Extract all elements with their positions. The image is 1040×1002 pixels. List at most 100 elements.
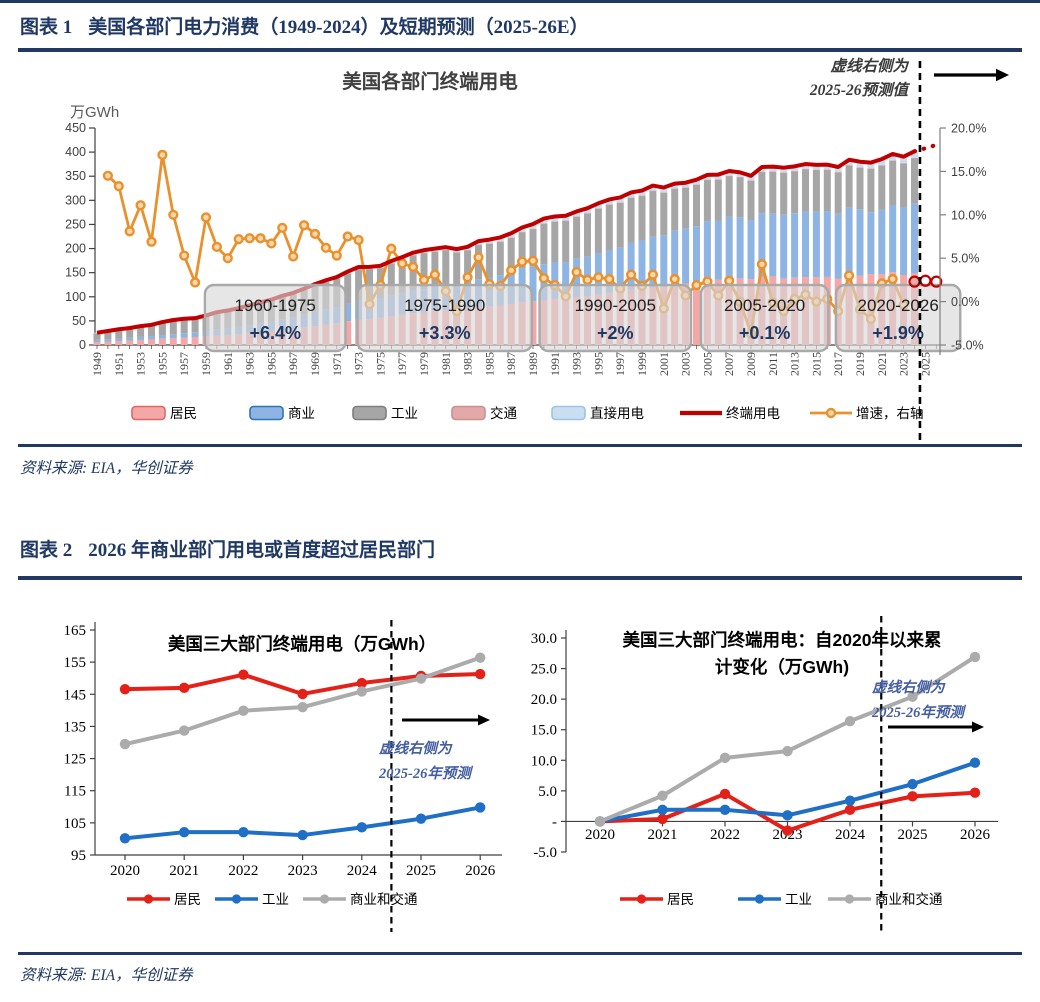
figure2-bottom-rule: [18, 952, 1022, 955]
svg-text:2026: 2026: [465, 863, 496, 879]
svg-text:商业: 商业: [288, 406, 315, 421]
svg-text:2007: 2007: [722, 352, 736, 376]
svg-text:0: 0: [79, 338, 86, 352]
svg-text:2013: 2013: [788, 352, 802, 376]
svg-text:115: 115: [64, 784, 86, 800]
svg-text:1981: 1981: [439, 352, 453, 376]
fig1-period-boxes: 1960-1975 +6.4% 1975-1990 +3.3% 1990-2005 +2%…: [203, 283, 962, 353]
svg-text:1957: 1957: [177, 352, 191, 376]
svg-text:1967: 1967: [286, 352, 300, 376]
svg-text:2017: 2017: [831, 352, 845, 376]
svg-text:20.0: 20.0: [531, 692, 557, 708]
svg-text:增速，右轴: 增速，右轴: [856, 406, 924, 421]
svg-text:350: 350: [65, 169, 86, 183]
svg-text:50: 50: [72, 314, 86, 328]
fig1-total-forecast-dots: [912, 142, 939, 154]
svg-text:95: 95: [71, 848, 86, 864]
svg-text:1997: 1997: [613, 352, 627, 376]
svg-text:15.0: 15.0: [531, 723, 557, 739]
svg-text:1949: 1949: [90, 352, 104, 376]
legend-swatch-交通: [451, 405, 486, 421]
svg-text:商业和交通: 商业和交通: [875, 891, 943, 907]
svg-text:250: 250: [65, 217, 86, 231]
fig1-forecast-note: 虚线右侧为 2025-26预测值: [809, 57, 911, 99]
svg-text:165: 165: [64, 623, 87, 639]
svg-text:2025: 2025: [918, 352, 932, 376]
svg-text:+2%: +2%: [597, 323, 634, 343]
svg-text:105: 105: [64, 816, 87, 832]
svg-text:1991: 1991: [548, 352, 562, 376]
svg-text:2023: 2023: [897, 352, 911, 376]
svg-text:300: 300: [65, 193, 86, 207]
svg-text:2001: 2001: [657, 352, 671, 376]
svg-text:+3.3%: +3.3%: [419, 323, 471, 343]
svg-text:交通: 交通: [490, 405, 518, 421]
svg-text:1969: 1969: [308, 352, 322, 376]
svg-text:2020: 2020: [110, 863, 140, 879]
svg-text:1999: 1999: [635, 352, 649, 376]
svg-text:2015: 2015: [809, 352, 823, 376]
svg-text:1985: 1985: [482, 352, 496, 376]
svg-text:1951: 1951: [112, 352, 126, 376]
svg-text:1960-1975: 1960-1975: [235, 296, 316, 315]
legend-swatch-工业: [352, 405, 387, 421]
svg-text:125: 125: [64, 752, 87, 768]
svg2b-axis-labels: 30.0 25.0 20.0 15.0 10.0 5.0 - -5.0 2020 2021 2022…: [531, 631, 991, 861]
svg-text:1963: 1963: [243, 352, 257, 376]
svg-text:2026: 2026: [960, 827, 991, 843]
figure2-right-chart: 30.0 25.0 20.0 15.0 10.0 5.0 - -5.0 2020 2021 2022…: [531, 616, 998, 932]
svg-text:虚线右侧为: 虚线右侧为: [871, 679, 946, 696]
svg-text:居民: 居民: [667, 892, 694, 907]
svg-text:135: 135: [64, 719, 87, 735]
svg2a-axes: [90, 622, 502, 860]
svg2b-series-商业和交通: [594, 651, 981, 827]
legend-swatch-居民: [131, 405, 166, 421]
svg-text:1971: 1971: [330, 352, 344, 376]
svg-text:2025-26年预测: 2025-26年预测: [871, 704, 966, 721]
svg-text:2021: 2021: [875, 352, 889, 376]
svg-text:200: 200: [65, 242, 86, 256]
fig1-x-labels: 1949 1951 1953 1955 1957 1959 1961 1963 1965 1967…: [90, 352, 932, 376]
svg-text:2009: 2009: [744, 352, 758, 376]
svg-text:150: 150: [65, 266, 86, 280]
svg-text:直接用电: 直接用电: [590, 405, 644, 421]
fig1-right-arrow-icon: [934, 68, 1009, 82]
svg-text:155: 155: [64, 655, 87, 671]
svg-text:1973: 1973: [352, 352, 366, 376]
fig1-legend: 居民 商业 工业 交通 直接用电 终端用电 增速，右轴: [131, 405, 924, 421]
legend-swatch-商业: [249, 405, 284, 421]
svg-text:2005: 2005: [700, 352, 714, 376]
svg2b-title: 计变化（万GWh): [715, 657, 849, 677]
figure1-title: 美国各部门电力消费（1949-2024）及短期预测（2025-26E）: [88, 17, 589, 38]
svg2b-series-工业: [594, 757, 981, 827]
svg-text:商业和交通: 商业和交通: [350, 891, 418, 907]
svg-text:2023: 2023: [288, 863, 318, 879]
svg-text:1955: 1955: [155, 352, 169, 376]
svg-text:2021: 2021: [169, 863, 199, 879]
svg-text:2021: 2021: [648, 827, 678, 843]
svg2b-right-arrow-icon: [888, 721, 984, 733]
svg-text:10.0: 10.0: [531, 753, 557, 769]
figure1-title-rule: [18, 48, 1022, 52]
svg-text:1965: 1965: [264, 352, 278, 376]
svg-text:工业: 工业: [391, 406, 418, 421]
figure1-source: 资料来源: EIA，华创证券: [20, 460, 193, 477]
figure2-header: 图表 2 2026 年商业部门用电或首度超过居民部门: [20, 535, 435, 562]
svg-text:+6.4%: +6.4%: [249, 323, 301, 343]
figure2-label: 图表 2: [20, 540, 73, 561]
svg-text:2022: 2022: [228, 863, 258, 879]
svg-text:-5.0%: -5.0%: [951, 339, 984, 353]
svg-text:终端用电: 终端用电: [726, 406, 780, 421]
svg2b-legend: 居民 工业 商业和交通: [620, 891, 943, 907]
svg2b-title: 美国三大部门终端用电：自2020年以来累: [623, 630, 942, 650]
svg2a-title: 美国三大部门终端用电（万GWh）: [168, 634, 436, 654]
svg2a-legend: 居民 工业 商业和交通: [127, 891, 418, 907]
svg-text:400: 400: [65, 145, 86, 159]
svg-text:1989: 1989: [526, 352, 540, 376]
svg-text:2020-2026: 2020-2026: [857, 296, 938, 315]
svg2a-axis-labels: 165 155 145 135 125 115 105 95 2020 2021 2022 2023 2…: [64, 623, 496, 879]
svg-text:1953: 1953: [134, 352, 148, 376]
svg-text:2003: 2003: [679, 352, 693, 376]
